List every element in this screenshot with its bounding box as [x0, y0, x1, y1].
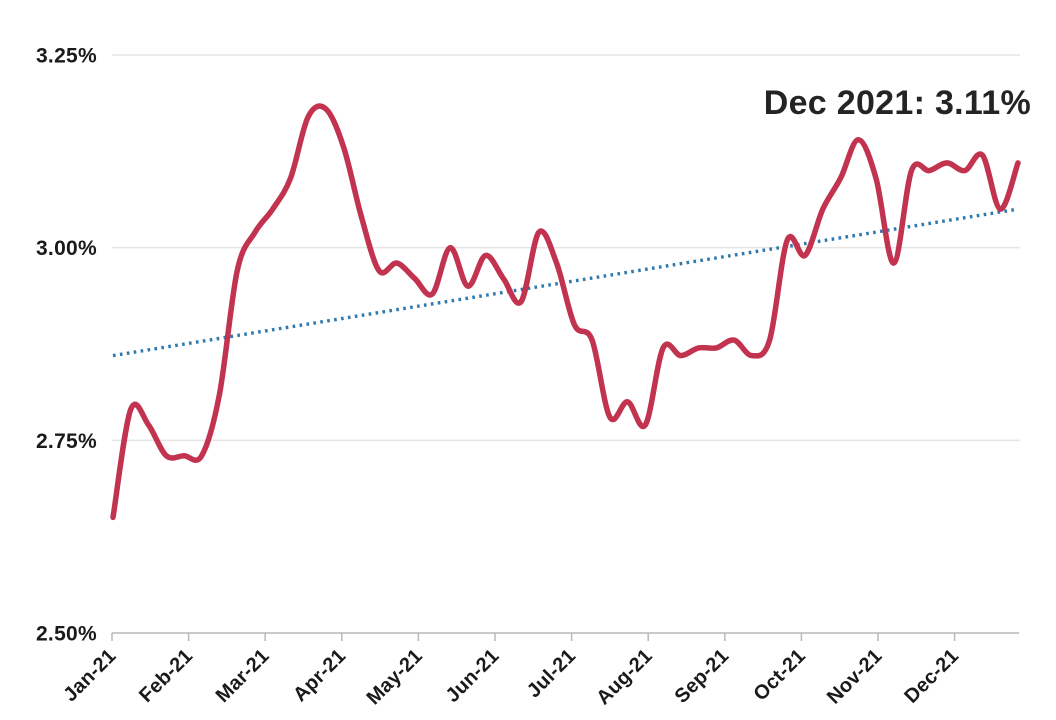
- y-axis-label: 2.50%: [36, 623, 97, 646]
- x-axis-label: Jul-21: [523, 645, 580, 702]
- x-axis-label: Sep-21: [671, 645, 734, 708]
- x-axis-label: Apr-21: [289, 645, 350, 706]
- x-axis-label: Feb-21: [135, 645, 197, 707]
- x-axis-label-group: Mar-21: [212, 645, 274, 707]
- rate-line: [110, 103, 1021, 521]
- x-axis-label: Jan-21: [59, 645, 120, 706]
- x-axis-label-group: Apr-21: [289, 645, 350, 706]
- x-axis-label-group: Nov-21: [823, 645, 887, 709]
- y-axis-label: 3.00%: [36, 237, 97, 260]
- x-axis-label-group: Jun-21: [442, 645, 504, 707]
- y-axis-label: 2.75%: [36, 430, 97, 453]
- x-axis-label: Oct-21: [750, 645, 810, 705]
- x-axis-label: Nov-21: [823, 645, 887, 709]
- x-axis-label: Aug-21: [592, 645, 656, 709]
- y-axis-label: 3.25%: [36, 45, 97, 68]
- annotation-label: Dec 2021: 3.11%: [763, 84, 1031, 122]
- x-axis-label-group: Jul-21: [523, 645, 580, 702]
- x-axis-label: Mar-21: [212, 645, 274, 707]
- x-axis-label-group: Sep-21: [671, 645, 734, 708]
- x-axis-label-group: Aug-21: [592, 645, 656, 709]
- x-axis-label-group: Feb-21: [135, 645, 197, 707]
- x-axis-label-group: Jan-21: [59, 645, 120, 706]
- trend-line: [112, 207, 1019, 358]
- x-axis-label-group: Dec-21: [900, 645, 963, 708]
- x-axis-label: Dec-21: [900, 645, 963, 708]
- x-axis-label-group: Oct-21: [750, 645, 810, 705]
- x-axis-label-group: May-21: [363, 645, 427, 709]
- x-axis-label: May-21: [363, 645, 427, 709]
- x-axis-label: Jun-21: [442, 645, 504, 707]
